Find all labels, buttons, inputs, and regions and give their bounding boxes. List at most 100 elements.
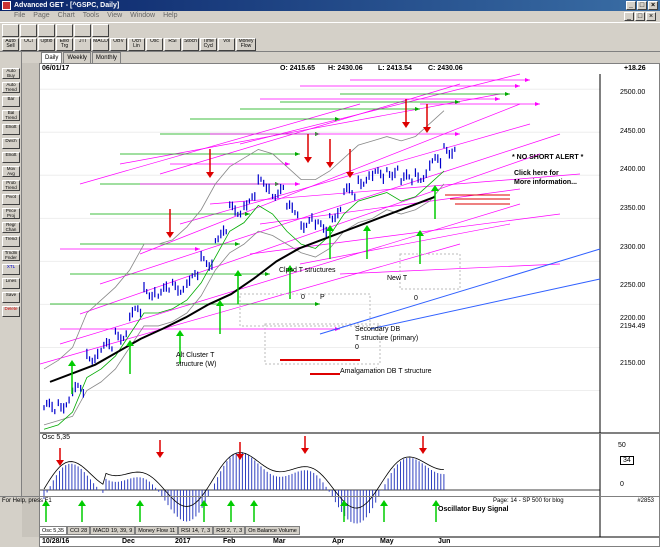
menu-window[interactable]: Window	[130, 12, 156, 19]
tool-auto-sell[interactable]: Auto Sell	[2, 38, 19, 51]
tool-dwch[interactable]: Dwch	[2, 138, 20, 149]
new-icon[interactable]	[2, 24, 19, 37]
menu-file[interactable]: File	[14, 12, 26, 19]
tab-osc[interactable]: Osc 5,35	[39, 526, 68, 535]
tool-price-proj[interactable]: Price Proj	[2, 208, 20, 219]
left-toolbox: Auto Buy Auto Trend Bar Bal Trend Elliot…	[0, 52, 22, 496]
more-info-line1[interactable]: Click here for	[514, 170, 559, 177]
mdi-minimize-button[interactable]: _	[624, 12, 634, 21]
tool-jti[interactable]: JTI	[74, 38, 91, 51]
print-icon[interactable]	[56, 24, 73, 37]
quote-change: +18.26	[624, 65, 646, 72]
tool-money-flow[interactable]: Money Flow	[236, 38, 256, 51]
more-info-line2[interactable]: More information...	[514, 179, 577, 186]
osc-buy-signal: Oscillator Buy Signal	[438, 506, 509, 513]
copy-icon[interactable]	[92, 24, 109, 37]
osc-tick-50: 50	[618, 442, 626, 449]
tool-auto-trend[interactable]: Auto Trend	[2, 82, 20, 93]
tool-options[interactable]: Optio	[38, 38, 55, 51]
status-help: For Help, press F1	[2, 498, 52, 504]
arrowhead	[525, 78, 530, 82]
channel-line	[369, 278, 601, 330]
tab-money-flow[interactable]: Money Flow 11	[135, 526, 179, 535]
moving-average-line	[49, 195, 436, 383]
arrowhead	[235, 242, 240, 246]
tab-weekly[interactable]: Weekly	[63, 52, 91, 63]
close-button[interactable]: ×	[648, 1, 658, 10]
tool-elliott-2[interactable]: Elliott	[2, 152, 20, 163]
open-icon[interactable]	[20, 24, 37, 37]
tool-bar[interactable]: Bar	[2, 96, 20, 107]
mdi-restore-button[interactable]: □	[635, 12, 645, 21]
arrowhead	[315, 302, 320, 306]
price-tick-2300: 2300.00	[620, 244, 646, 251]
oscillator-panel[interactable]: Osc 5,35 50 34 0 Oscillator Buy Signal	[39, 433, 660, 538]
tool-elliott[interactable]: Elliott	[2, 124, 20, 135]
minimize-button[interactable]: _	[626, 1, 636, 10]
tool-stoch[interactable]: Stoch	[182, 38, 199, 51]
cut-icon[interactable]	[74, 24, 91, 37]
projection-line	[299, 223, 511, 265]
tool-prob-trend[interactable]: Prob Trend	[2, 180, 20, 191]
tool-trend[interactable]: Trend	[2, 236, 20, 247]
arrowhead	[295, 152, 300, 156]
price-tick-2400: 2400.00	[620, 166, 646, 173]
tab-daily[interactable]: Daily	[41, 52, 63, 63]
tab-monthly[interactable]: Monthly	[91, 52, 121, 63]
window-title: Advanced GET - [^GSPC, Daily]	[14, 2, 120, 9]
indicator-tabs: Osc 5,35 CCI 28 MACD 19, 39, 9 Money Flo…	[39, 526, 300, 535]
price-chart-panel[interactable]: 06/01/17 O: 2415.65 H: 2430.06 L: 2413.5…	[39, 63, 660, 434]
tab-cci[interactable]: CCI 28	[67, 526, 91, 535]
timeframe-tabs: Daily Weekly Monthly	[39, 52, 121, 63]
price-tick-2200: 2200.00	[620, 315, 646, 322]
tool-delete[interactable]: Delete	[2, 306, 20, 317]
tool-elliott-trig[interactable]: Ellio Trg	[56, 38, 73, 51]
menu-chart[interactable]: Chart	[57, 12, 75, 19]
buy-arrowhead	[363, 225, 371, 231]
tool-xtl[interactable]: XTL	[2, 264, 20, 275]
tool-save[interactable]: Save	[2, 292, 20, 303]
menu-help[interactable]: Help	[163, 12, 178, 19]
tool-vol[interactable]: Vol	[218, 38, 235, 51]
tool-oci[interactable]: OCI	[20, 38, 37, 51]
menu-bar: File Page Chart Tools View Window Help _…	[0, 11, 660, 21]
date-tick-may: May	[380, 538, 394, 545]
tab-obv[interactable]: On Balance Volume	[245, 526, 300, 535]
label-zero-a: 0	[301, 294, 305, 301]
price-tick-2150: 2150.00	[620, 360, 646, 367]
tool-regr-chan[interactable]: Regr Chan	[2, 222, 20, 233]
buy-arrowhead	[431, 185, 439, 191]
tab-macd[interactable]: MACD 19, 39, 9	[90, 526, 136, 535]
tool-osc[interactable]: Osc	[146, 38, 163, 51]
title-bar: Advanced GET - [^GSPC, Daily] _ □ ×	[0, 0, 660, 11]
mdi-close-button[interactable]: ×	[646, 12, 656, 21]
arrowhead	[295, 182, 300, 186]
arrowhead	[455, 132, 460, 136]
tool-obv[interactable]: OBV	[110, 38, 127, 51]
menu-view[interactable]: View	[107, 12, 123, 19]
tool-auto-buy[interactable]: Auto Buy	[2, 68, 20, 79]
tool-macd[interactable]: MACD	[92, 38, 109, 51]
buy-arrowhead	[126, 340, 134, 346]
tab-rsi-14[interactable]: RSI 14, 7, 3	[178, 526, 214, 535]
save-icon[interactable]	[38, 24, 55, 37]
menu-page[interactable]: Page	[33, 12, 50, 19]
tool-trendline-finder[interactable]: Trndln Fnder	[2, 250, 20, 261]
tool-pivot[interactable]: Pivot	[2, 194, 20, 205]
osc-title: Osc 5,35	[42, 434, 71, 441]
arrowhead	[195, 247, 200, 251]
arrowhead	[265, 272, 270, 276]
upper-envelope	[43, 110, 445, 370]
maximize-button[interactable]: □	[637, 1, 647, 10]
tool-ocn-lin[interactable]: Ocn Lin	[128, 38, 145, 51]
tool-bal-trend[interactable]: Bal Trend	[2, 110, 20, 121]
menu-tools[interactable]: Tools	[82, 12, 100, 19]
tool-rsi[interactable]: RSI	[164, 38, 181, 51]
tool-mov-avg[interactable]: Mov Avg	[2, 166, 20, 177]
mdi-controls: _ □ ×	[624, 12, 656, 21]
tab-rsi-2[interactable]: RSI 2, 7, 3	[213, 526, 246, 535]
toolbar-row-indicators: Auto Sell OCI Optio Ellio Trg JTI MACD O…	[2, 38, 256, 51]
channel-line	[319, 248, 601, 335]
tool-lines[interactable]: Lines	[2, 278, 20, 289]
tool-time-cycle[interactable]: Time Cycl	[200, 38, 217, 51]
